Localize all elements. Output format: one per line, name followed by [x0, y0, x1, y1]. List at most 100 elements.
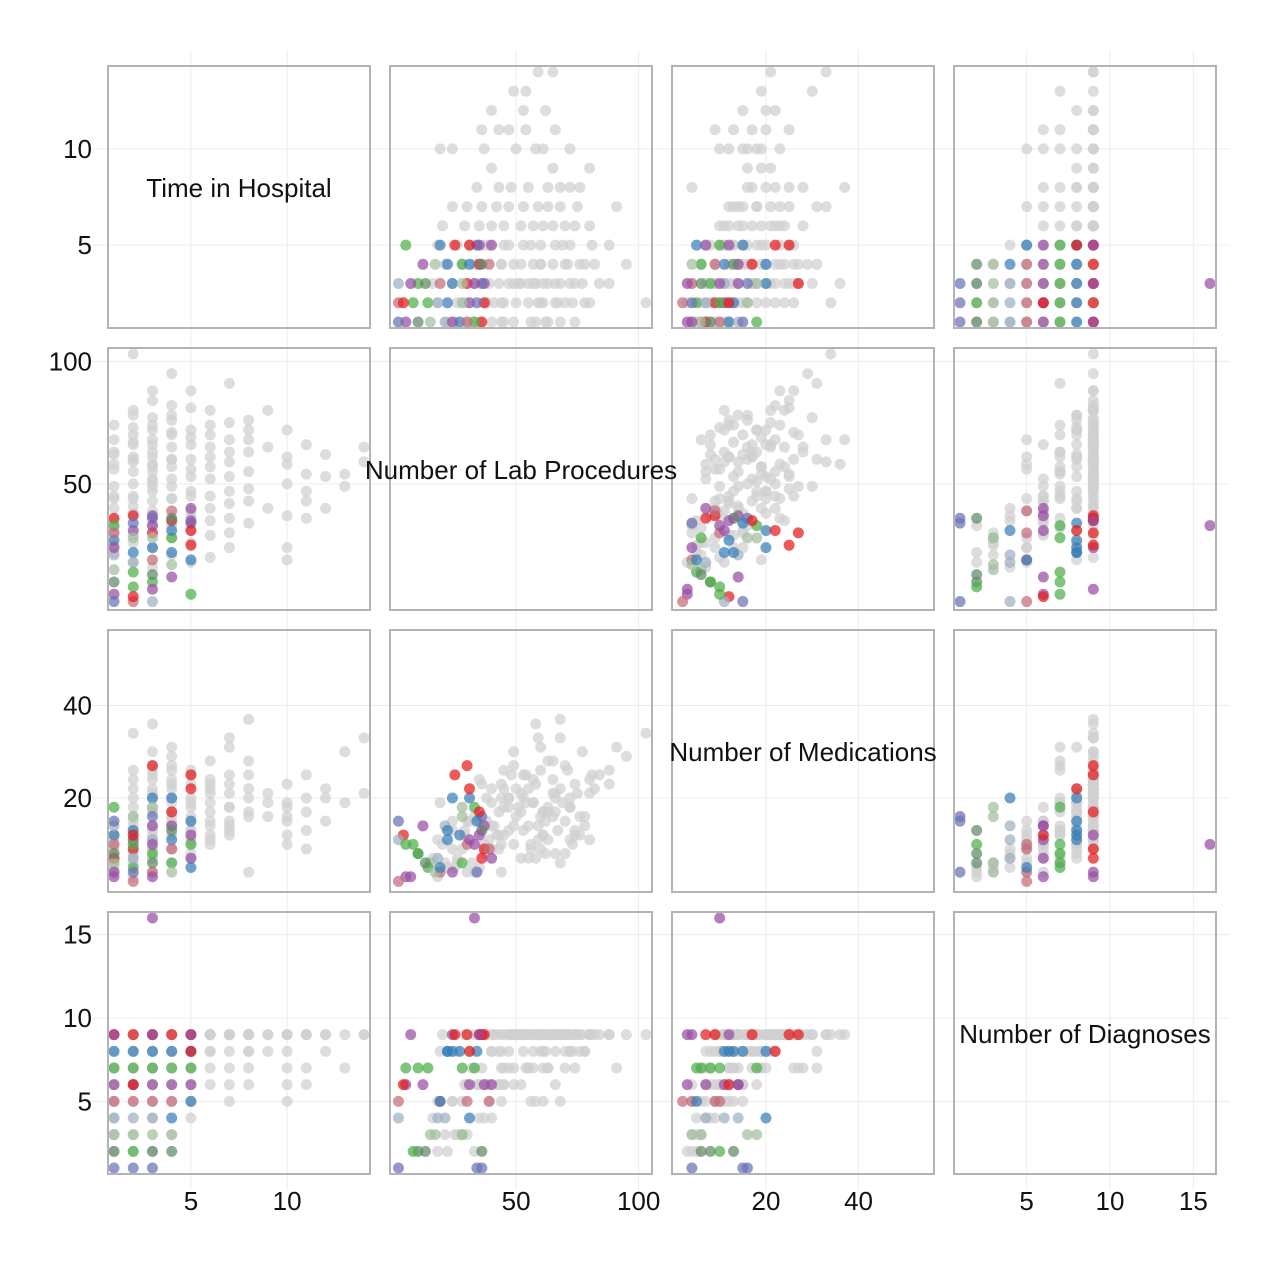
data-point-highlight [400, 1062, 412, 1074]
data-point [765, 473, 777, 485]
data-point [262, 1029, 274, 1041]
data-point [792, 429, 804, 441]
data-point [223, 778, 235, 790]
data-point [765, 66, 777, 78]
data-point [737, 104, 749, 116]
data-point-highlight [1087, 297, 1099, 309]
data-point-highlight [954, 811, 966, 823]
data-point [146, 718, 158, 730]
data-point [788, 385, 800, 397]
data-point [166, 399, 178, 411]
data-point [223, 769, 235, 781]
data-point [204, 1045, 216, 1057]
data-point [549, 848, 561, 860]
data-point-highlight [700, 297, 712, 309]
data-point [243, 1079, 255, 1091]
data-point [535, 297, 547, 309]
data-point [792, 258, 804, 270]
x-tick-label: 40 [844, 1186, 873, 1216]
data-point [108, 446, 120, 458]
data-point [559, 1029, 571, 1041]
data-point-highlight [1037, 258, 1049, 270]
data-point [243, 424, 255, 436]
data-point [146, 395, 158, 407]
data-point-highlight [971, 848, 983, 860]
data-point [1071, 741, 1083, 753]
data-point [146, 495, 158, 507]
data-point-highlight [146, 912, 158, 924]
data-point [515, 787, 527, 799]
panel-frame [389, 629, 653, 893]
data-point [490, 201, 502, 213]
panel-frame [953, 911, 1217, 1175]
data-point [223, 1095, 235, 1107]
data-point [517, 1045, 529, 1057]
data-point [640, 1029, 652, 1041]
data-point-highlight [1087, 843, 1099, 855]
data-point [1087, 727, 1099, 739]
data-point-highlight [1021, 554, 1033, 566]
data-point-highlight [146, 1079, 158, 1091]
data-point-highlight [127, 838, 139, 850]
data-point-highlight [127, 811, 139, 823]
data-point [281, 1095, 293, 1107]
data-point-highlight [127, 1162, 139, 1174]
data-point-highlight [185, 852, 197, 864]
data-point [586, 1029, 598, 1041]
data-point-highlight [483, 1095, 495, 1107]
data-point [493, 124, 505, 136]
data-point [620, 1029, 632, 1041]
data-point [755, 468, 767, 480]
data-point-highlight [146, 820, 158, 832]
data-point-highlight [185, 815, 197, 827]
data-point-highlight [1087, 278, 1099, 290]
data-point-highlight [760, 258, 772, 270]
data-point [166, 750, 178, 762]
data-point [774, 258, 786, 270]
data-point-highlight [146, 792, 158, 804]
data-point-highlight [1204, 520, 1216, 532]
data-point-highlight [461, 1029, 473, 1041]
data-point [1054, 824, 1066, 836]
data-point-highlight [146, 520, 158, 532]
data-point-highlight [166, 1129, 178, 1141]
variable-label-time_in_hospital: Time in Hospital [146, 173, 331, 203]
data-point [769, 278, 781, 290]
data-point-highlight [464, 1045, 476, 1057]
data-point [262, 1045, 274, 1057]
data-point-highlight [1037, 278, 1049, 290]
data-point [204, 461, 216, 473]
data-point [339, 797, 351, 809]
data-point-highlight [1054, 532, 1066, 544]
data-point-highlight [971, 512, 983, 524]
data-point [503, 239, 515, 251]
data-point [765, 162, 777, 174]
data-point-highlight [695, 1129, 707, 1141]
data-point [185, 453, 197, 465]
data-point [1071, 143, 1083, 155]
data-point [686, 181, 698, 193]
data-point-highlight [127, 1095, 139, 1107]
data-point [281, 478, 293, 490]
data-point [709, 124, 721, 136]
data-point [204, 451, 216, 463]
data-point [498, 801, 510, 813]
panel-num_medications-vs-time_in_hospital [108, 713, 370, 887]
data-point [537, 1045, 549, 1057]
data-point [300, 843, 312, 855]
data-point [1087, 461, 1099, 473]
data-point-highlight [166, 857, 178, 869]
data-point-highlight [686, 1129, 698, 1141]
data-point-highlight [971, 581, 983, 593]
data-point-highlight [392, 278, 404, 290]
data-point [166, 368, 178, 380]
data-point-highlight [714, 1062, 726, 1074]
data-point [1054, 468, 1066, 480]
data-point-highlight [954, 316, 966, 328]
data-point [1037, 181, 1049, 193]
data-point [820, 201, 832, 213]
data-point [166, 778, 178, 790]
data-point [1037, 473, 1049, 485]
data-point-highlight [686, 258, 698, 270]
data-point [127, 792, 139, 804]
